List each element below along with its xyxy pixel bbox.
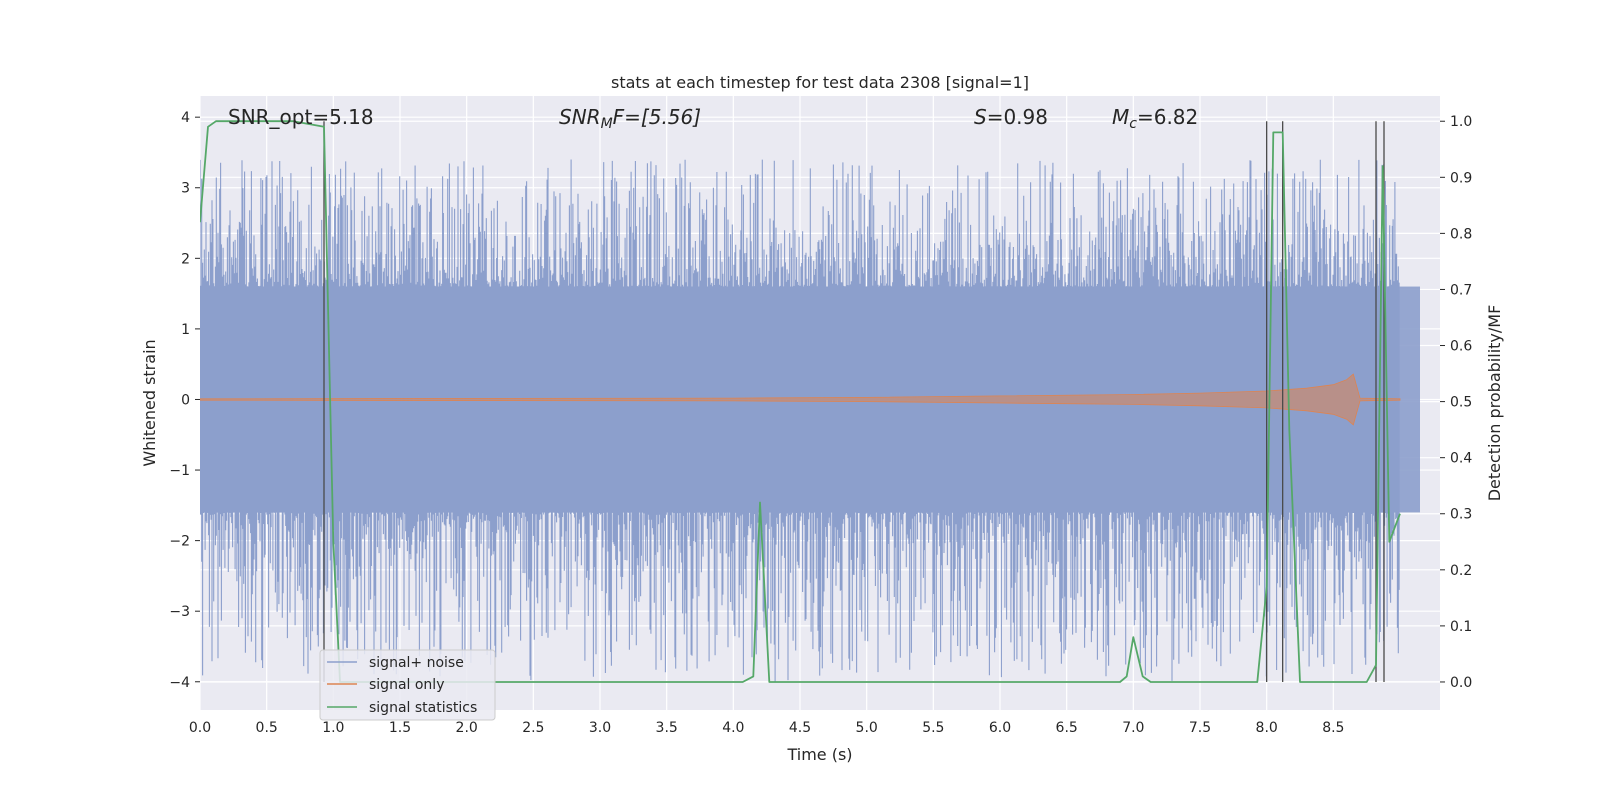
snr-mf-base: SNR xyxy=(559,105,601,129)
legend-label-signal-noise: signal+ noise xyxy=(369,655,464,671)
annotation-s: S=0.98 xyxy=(974,105,1048,129)
y-tick-label: 4 xyxy=(181,110,190,126)
statistics-line xyxy=(200,120,1401,683)
annotation-snr-opt: SNR_opt=5.18 xyxy=(228,105,374,129)
y2-tick-label: 0.2 xyxy=(1450,563,1472,579)
x-tick-label: 5.0 xyxy=(856,720,878,736)
y2-tick-label: 0.8 xyxy=(1450,226,1472,242)
legend-label-signal-statistics: signal statistics xyxy=(369,700,477,716)
x-tick-label: 6.5 xyxy=(1056,720,1078,736)
mc-sub: c xyxy=(1129,116,1137,132)
x-tick-label: 2.5 xyxy=(522,720,544,736)
y-tick-label: −1 xyxy=(169,463,190,479)
x-tick-label: 0.0 xyxy=(189,720,211,736)
y-tick-label: −4 xyxy=(169,675,190,691)
y-tick-label: 1 xyxy=(181,322,190,338)
x-tick-label: 2.0 xyxy=(456,720,478,736)
x-tick-label: 8.5 xyxy=(1322,720,1344,736)
x-tick-label: 0.5 xyxy=(256,720,278,736)
y-tick-label: 3 xyxy=(181,181,190,197)
series-signal-only xyxy=(200,373,1401,426)
snr-mf-sub: M xyxy=(601,116,613,132)
mc-base: M xyxy=(1112,105,1129,129)
snr-mf-rest: F=[5.56] xyxy=(613,105,701,129)
series-signal-statistics xyxy=(200,120,1401,683)
x-tick-label: 3.0 xyxy=(589,720,611,736)
y-axis-label: Whitened strain xyxy=(140,339,159,466)
y2-tick-label: 1.0 xyxy=(1450,114,1472,130)
y-tick-label: −2 xyxy=(169,534,190,550)
mc-rest: =6.82 xyxy=(1137,105,1198,129)
y2-tick-label: 0.1 xyxy=(1450,619,1472,635)
y2-tick-labels: 1.0 0.9 0.8 0.7 0.6 0.5 0.4 0.3 0.2 0.1 0.0 xyxy=(1450,114,1472,691)
x-tick-label: 7.0 xyxy=(1122,720,1144,736)
plot-content xyxy=(200,120,1420,683)
y2-tick-label: 0.4 xyxy=(1450,451,1472,467)
x-axis-label: Time (s) xyxy=(786,745,852,764)
y2-tick-label: 0.7 xyxy=(1450,282,1472,298)
y2-axis-label: Detection probability/MF xyxy=(1485,305,1504,502)
annotation-snr-mf: SNRMF=[5.56] xyxy=(559,105,701,132)
s-base: S xyxy=(974,105,987,129)
x-tick-label: 4.5 xyxy=(789,720,811,736)
y2-tick-label: 0.0 xyxy=(1450,675,1472,691)
x-tick-label: 1.5 xyxy=(389,720,411,736)
legend-label-signal-only: signal only xyxy=(369,677,444,693)
x-tick-label: 7.5 xyxy=(1189,720,1211,736)
chart-title: stats at each timestep for test data 230… xyxy=(611,73,1029,92)
x-tick-label: 1.0 xyxy=(322,720,344,736)
x-tick-label: 6.0 xyxy=(989,720,1011,736)
y-tick-label: −3 xyxy=(169,604,190,620)
x-tick-label: 8.0 xyxy=(1256,720,1278,736)
x-tick-label: 4.0 xyxy=(722,720,744,736)
legend-box xyxy=(319,649,496,721)
y2-tick-label: 0.5 xyxy=(1450,395,1472,411)
x-tick-label: 3.5 xyxy=(656,720,678,736)
signal-envelope xyxy=(200,373,1401,426)
legend: signal+ noise signal only signal statist… xyxy=(319,649,496,721)
x-tick-labels: 0.0 0.5 1.0 1.5 2.0 2.5 3.0 3.5 4.0 4.5 5.0 5.5 6.0 6… xyxy=(189,720,1345,736)
annotation-mc: Mc=6.82 xyxy=(1112,105,1198,132)
y-tick-labels: 4 3 2 1 0 −1 −2 −3 −4 xyxy=(169,110,190,691)
s-rest: =0.98 xyxy=(987,105,1048,129)
y2-tick-label: 0.9 xyxy=(1450,170,1472,186)
y-tick-label: 2 xyxy=(181,251,190,267)
y-tick-label: 0 xyxy=(181,392,190,408)
y2-tick-label: 0.3 xyxy=(1450,507,1472,523)
x-tick-label: 5.5 xyxy=(922,720,944,736)
y2-tick-label: 0.6 xyxy=(1450,339,1472,355)
